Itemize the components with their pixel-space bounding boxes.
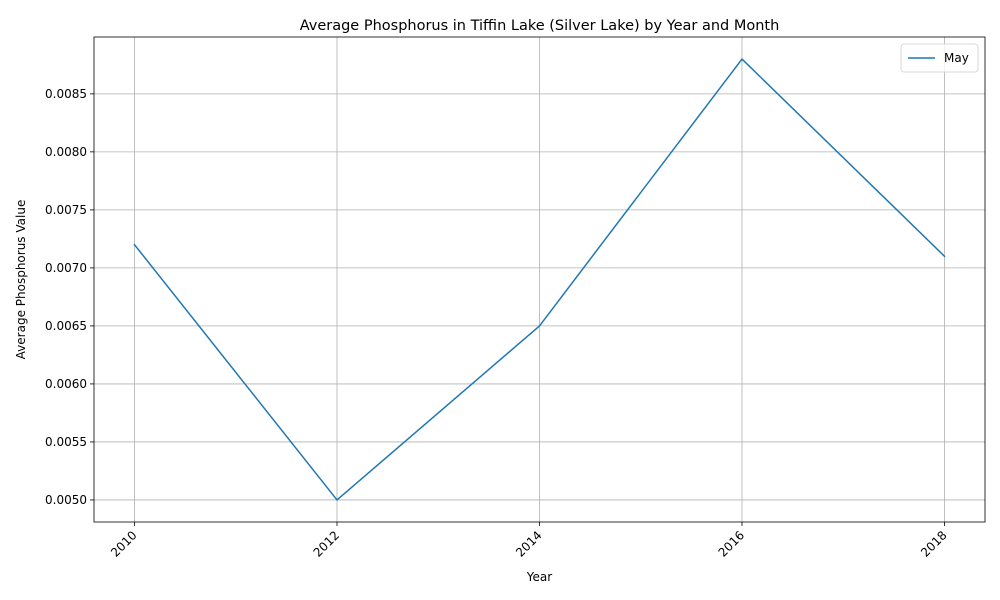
y-axis-ticks: 0.0050 0.0055 0.0060 0.0065 0.0070 0.0075 0.00… [45, 87, 94, 507]
y-axis-label: Average Phosphorus Value [14, 200, 28, 360]
legend-label-may: May [944, 51, 969, 65]
chart-title: Average Phosphorus in Tiffin Lake (Silve… [300, 18, 780, 34]
y-tick-label: 0.0075 [45, 203, 87, 217]
y-tick-label: 0.0080 [45, 145, 87, 159]
y-tick-label: 0.0065 [45, 319, 87, 333]
y-tick-label: 0.0085 [45, 87, 87, 101]
series-line-may [133, 58, 946, 501]
legend: May [900, 43, 979, 73]
series-lines [133, 58, 946, 501]
y-tick-label: 0.0050 [45, 493, 87, 507]
y-tick-label: 0.0070 [45, 261, 87, 275]
x-axis-label: Year [526, 570, 552, 584]
y-tick-label: 0.0055 [45, 435, 87, 449]
legend-box [900, 43, 979, 73]
y-tick-label: 0.0060 [45, 377, 87, 391]
